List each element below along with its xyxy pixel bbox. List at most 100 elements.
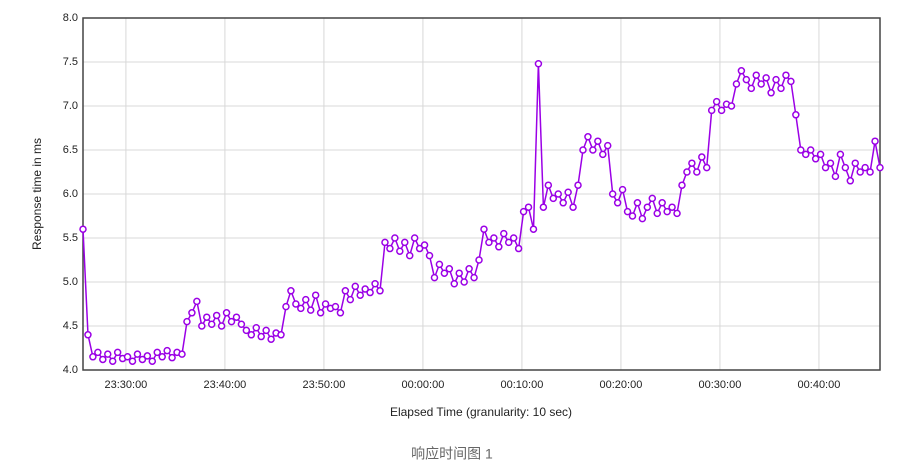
point — [747, 84, 756, 93]
point — [519, 207, 528, 216]
point — [668, 203, 676, 211]
point — [277, 331, 285, 339]
plot-frame — [82, 17, 881, 371]
point — [663, 207, 671, 216]
point — [302, 295, 310, 304]
point — [183, 317, 191, 326]
point — [826, 159, 835, 167]
point — [445, 265, 454, 273]
point — [841, 163, 850, 172]
point — [633, 199, 642, 207]
point — [861, 163, 869, 172]
point — [420, 241, 429, 249]
point — [589, 146, 597, 154]
point — [712, 97, 721, 106]
point — [405, 251, 414, 260]
point — [430, 273, 439, 282]
point — [757, 80, 765, 88]
point — [608, 190, 617, 198]
point — [613, 199, 622, 207]
point — [252, 324, 261, 332]
point — [643, 203, 652, 211]
point — [777, 84, 785, 93]
point — [450, 280, 459, 288]
point — [460, 278, 468, 286]
point — [688, 159, 696, 167]
point — [678, 181, 686, 189]
point — [579, 146, 587, 154]
point — [212, 311, 221, 320]
point — [297, 304, 305, 313]
point — [79, 225, 87, 233]
point — [475, 256, 483, 264]
point — [267, 335, 275, 343]
y-tick-label: 8.0 — [63, 12, 78, 24]
point — [752, 71, 760, 79]
point — [356, 291, 364, 299]
point — [108, 357, 117, 365]
x-tick-label: 00:30:00 — [699, 379, 742, 391]
x-tick-label: 00:10:00 — [501, 379, 544, 391]
point — [222, 309, 231, 317]
point — [168, 353, 176, 362]
point — [376, 287, 384, 295]
point — [811, 155, 820, 163]
point — [846, 177, 855, 185]
point — [554, 190, 562, 198]
x-tick-label: 23:30:00 — [104, 379, 147, 391]
point — [237, 320, 246, 328]
point — [470, 273, 478, 282]
point — [495, 243, 503, 251]
point — [331, 302, 340, 311]
point — [371, 280, 379, 288]
point — [490, 234, 498, 242]
point — [767, 89, 775, 97]
point — [148, 357, 157, 365]
x-tick-label: 23:50:00 — [303, 379, 346, 391]
point — [465, 265, 473, 273]
point — [435, 260, 444, 269]
point — [440, 269, 449, 277]
point — [306, 306, 315, 314]
point — [425, 251, 434, 260]
point — [792, 111, 800, 119]
point — [821, 163, 830, 172]
point — [282, 302, 290, 311]
point — [574, 181, 582, 189]
point — [188, 309, 196, 317]
y-tick-label: 4.0 — [63, 364, 78, 376]
point — [341, 287, 350, 295]
y-tick-label: 6.5 — [63, 144, 78, 156]
point — [638, 214, 647, 223]
point — [762, 74, 770, 82]
point — [504, 238, 513, 247]
point — [628, 212, 637, 220]
point — [133, 350, 142, 358]
point — [361, 285, 369, 293]
point — [401, 238, 409, 247]
point — [381, 238, 389, 247]
point — [737, 67, 746, 75]
y-tick-label: 5.0 — [63, 276, 78, 288]
point — [500, 229, 508, 238]
point — [584, 133, 592, 141]
point — [351, 282, 360, 291]
point — [539, 203, 548, 211]
point — [623, 207, 632, 216]
point — [262, 326, 270, 335]
point — [702, 163, 711, 172]
point — [732, 80, 741, 88]
point — [227, 317, 236, 326]
x-tick-label: 00:00:00 — [402, 379, 445, 391]
point — [198, 322, 206, 330]
point — [321, 300, 330, 308]
point — [346, 295, 355, 304]
point — [599, 150, 607, 159]
point — [787, 77, 795, 86]
point — [603, 141, 612, 150]
x-axis-label: Elapsed Time (granularity: 10 sec) — [390, 405, 572, 419]
point — [336, 309, 345, 317]
point — [549, 194, 558, 203]
point — [658, 199, 666, 207]
point — [138, 355, 147, 364]
